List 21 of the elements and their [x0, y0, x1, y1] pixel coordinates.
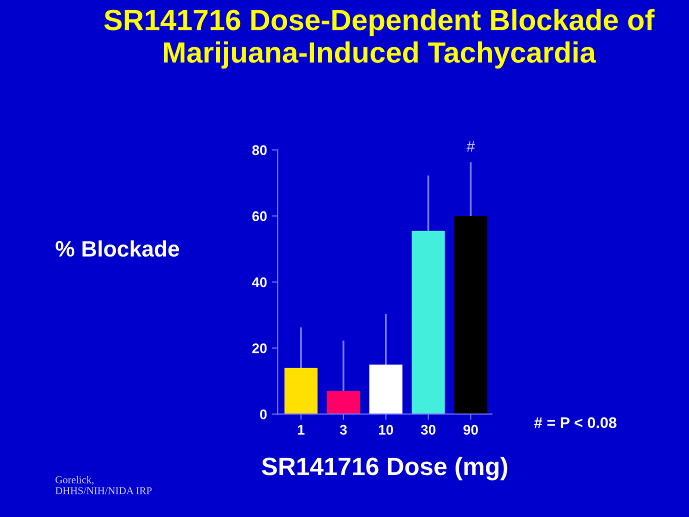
y-tick-label: 0: [260, 409, 267, 420]
x-tick-label: 90: [463, 424, 478, 435]
y-tick-label: 80: [252, 145, 267, 156]
y-axis-title: % Blockade: [56, 240, 180, 257]
x-tick-label: 3: [340, 424, 347, 435]
x-axis-title: SR141716 Dose (mg): [262, 456, 508, 480]
bar: [412, 230, 445, 414]
x-tick-label: 30: [420, 424, 436, 435]
annotation: #: [466, 141, 475, 152]
bar: [326, 391, 360, 414]
chart-title: SR141716 Dose-Dependent Blockade of Marijuana-Induced Tachycardia: [104, 8, 655, 69]
bar: [369, 364, 402, 414]
y-tick-label: 60: [252, 211, 267, 222]
bar: [454, 216, 488, 414]
x-tick-label: 1: [298, 425, 304, 435]
text: Gorelick, DHHS/NIH/NIDA IRP: [55, 476, 152, 494]
text: # = P < 0.08: [534, 417, 616, 428]
bar: [284, 368, 318, 414]
y-tick-label: 40: [252, 277, 267, 288]
x-tick-label: 10: [379, 424, 394, 435]
y-tick-label: 20: [252, 343, 267, 354]
